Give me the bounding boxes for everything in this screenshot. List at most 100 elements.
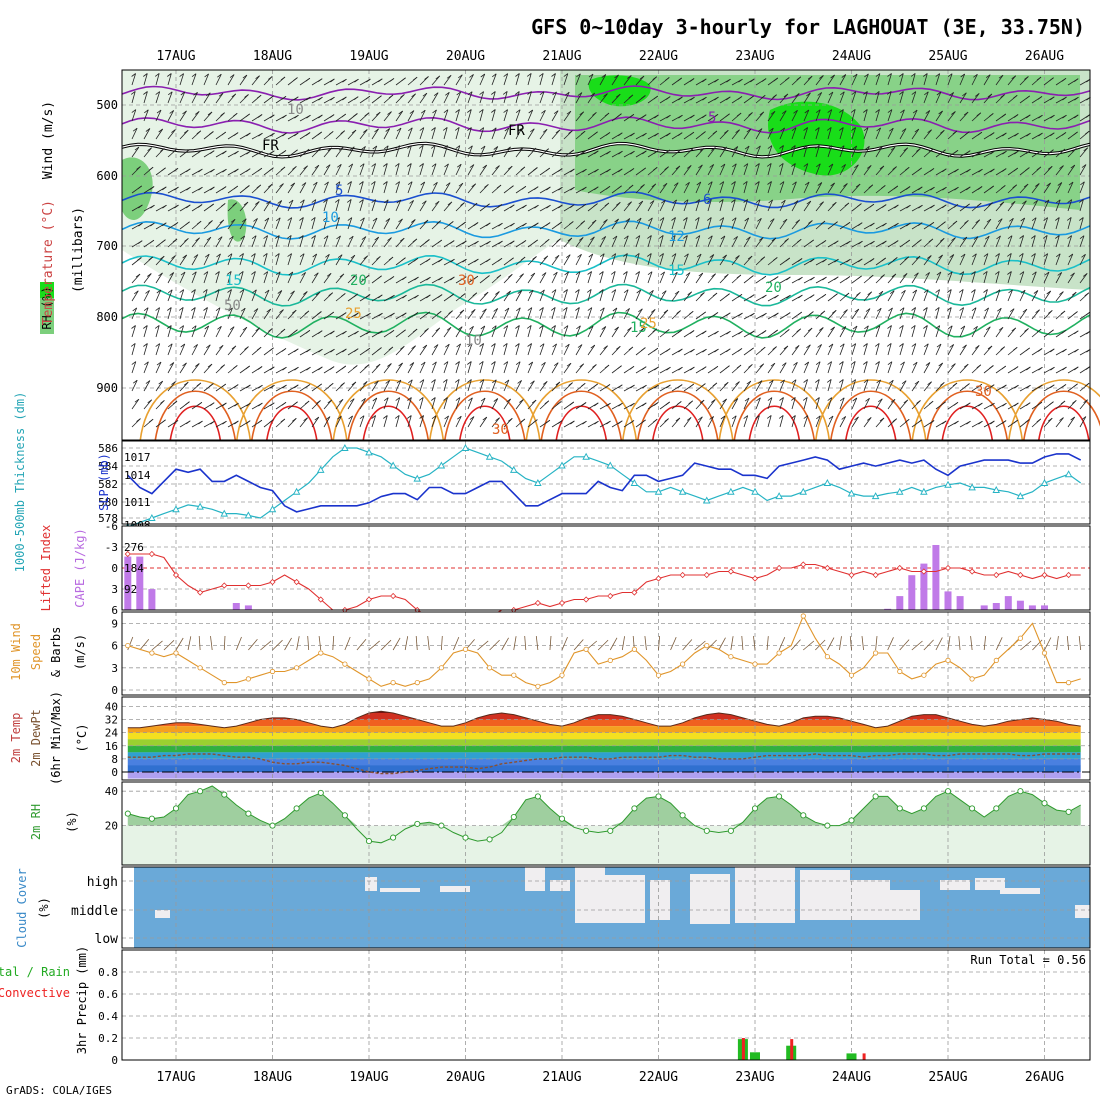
wind-barb xyxy=(491,361,496,365)
wind-barb xyxy=(947,289,952,293)
wind-barb xyxy=(796,238,802,243)
wind-barb xyxy=(257,114,263,118)
isotherm-contour xyxy=(121,254,1091,276)
wind-barb xyxy=(878,398,883,403)
wind-barb xyxy=(611,271,616,284)
wind-barb xyxy=(674,290,680,295)
wind10-point xyxy=(1066,679,1072,686)
isotherm-contour xyxy=(362,405,415,441)
cloud-unit: (%) xyxy=(37,897,51,919)
wind-barb xyxy=(503,91,508,104)
wind-barb xyxy=(435,327,441,332)
wind-barb xyxy=(167,289,173,294)
wind10-point xyxy=(342,661,348,667)
wind-barb xyxy=(1070,416,1075,421)
isotherm-contour xyxy=(652,405,704,441)
wind-barb xyxy=(857,203,862,207)
wind-barb xyxy=(234,420,239,425)
wind-barb xyxy=(1084,292,1090,297)
wind-barb xyxy=(552,343,557,348)
wind-barb xyxy=(203,236,212,248)
wind10-barb xyxy=(706,639,717,651)
wind-barb xyxy=(1044,199,1050,204)
wind-barb xyxy=(383,397,389,402)
thickness-point xyxy=(341,444,349,451)
lifted-index-point xyxy=(1065,571,1072,579)
wind-barb xyxy=(987,93,993,98)
wind-barb xyxy=(503,146,511,158)
wind-barb xyxy=(731,381,740,392)
contour-label: 30 xyxy=(975,384,992,400)
wind-barb xyxy=(364,364,370,369)
thickness-point xyxy=(485,452,494,460)
wind-barb xyxy=(793,109,798,114)
cape-bar xyxy=(992,603,1000,610)
wind-barb xyxy=(335,164,342,176)
wind-barb xyxy=(303,165,308,170)
wind-barb xyxy=(215,219,225,230)
wind-barb xyxy=(918,204,923,209)
wind-barb xyxy=(455,326,463,338)
wind-barb xyxy=(387,111,392,115)
cape-bar xyxy=(148,589,156,610)
wind-barb xyxy=(976,364,982,369)
wind-barb xyxy=(901,128,907,132)
wind10-tick: 6 xyxy=(111,640,118,653)
wind10-barb xyxy=(658,635,660,651)
wind-barb xyxy=(1012,184,1017,189)
wind-barb xyxy=(132,307,137,312)
wind-barb xyxy=(695,199,700,203)
wind-barb xyxy=(994,271,1000,275)
wind-barb xyxy=(963,363,969,368)
wind-barb xyxy=(649,200,655,204)
wind-barb xyxy=(515,325,520,338)
wind-barb xyxy=(767,218,775,230)
wind-barb xyxy=(311,253,318,266)
wind-barb xyxy=(325,164,331,169)
wind-barb xyxy=(449,240,455,244)
wind-barb xyxy=(395,362,403,374)
wind-barb xyxy=(719,217,724,221)
wind-barb xyxy=(503,343,508,356)
wind-barb xyxy=(806,92,811,97)
wind-barb xyxy=(797,258,803,262)
wind-barb xyxy=(611,289,616,293)
wind-barb xyxy=(479,379,485,392)
wind-barb xyxy=(162,204,167,209)
wind-barb xyxy=(958,289,964,293)
wind-barb xyxy=(599,271,604,275)
wind-barb xyxy=(719,217,725,230)
wind-barb xyxy=(887,325,892,338)
wind-barb xyxy=(472,202,478,207)
wind-barb xyxy=(493,308,498,312)
wind-barb xyxy=(171,129,176,133)
wind-barb xyxy=(995,218,1003,230)
wind-barb xyxy=(1036,328,1042,333)
wind-barb xyxy=(431,397,436,401)
wind-barb xyxy=(791,219,801,230)
contour-label: 25 xyxy=(345,306,362,322)
wind-barb xyxy=(605,185,611,190)
wind-barb xyxy=(486,258,491,263)
wind-barb xyxy=(839,164,846,176)
wind-barb xyxy=(785,77,790,81)
wind-barb xyxy=(1061,329,1067,334)
wind-barb xyxy=(575,344,583,356)
wind-barb xyxy=(647,217,653,230)
wind-barb xyxy=(455,109,460,113)
wind-barb xyxy=(689,131,695,136)
wind-barb xyxy=(731,199,736,203)
pressure-tick: 800 xyxy=(96,310,118,324)
wind-barb xyxy=(683,165,692,176)
wind-barb xyxy=(749,294,755,299)
rh2m-point xyxy=(341,812,348,819)
wind-barb xyxy=(791,163,796,176)
wind-barb xyxy=(551,289,557,302)
wind-barb xyxy=(590,236,595,241)
wind-barb xyxy=(743,397,750,410)
temp2m-tick: 0 xyxy=(111,766,118,779)
wind-barb xyxy=(863,398,870,410)
cape-bar xyxy=(896,596,904,610)
wind-barb xyxy=(304,400,310,405)
wind-barb xyxy=(827,163,834,176)
